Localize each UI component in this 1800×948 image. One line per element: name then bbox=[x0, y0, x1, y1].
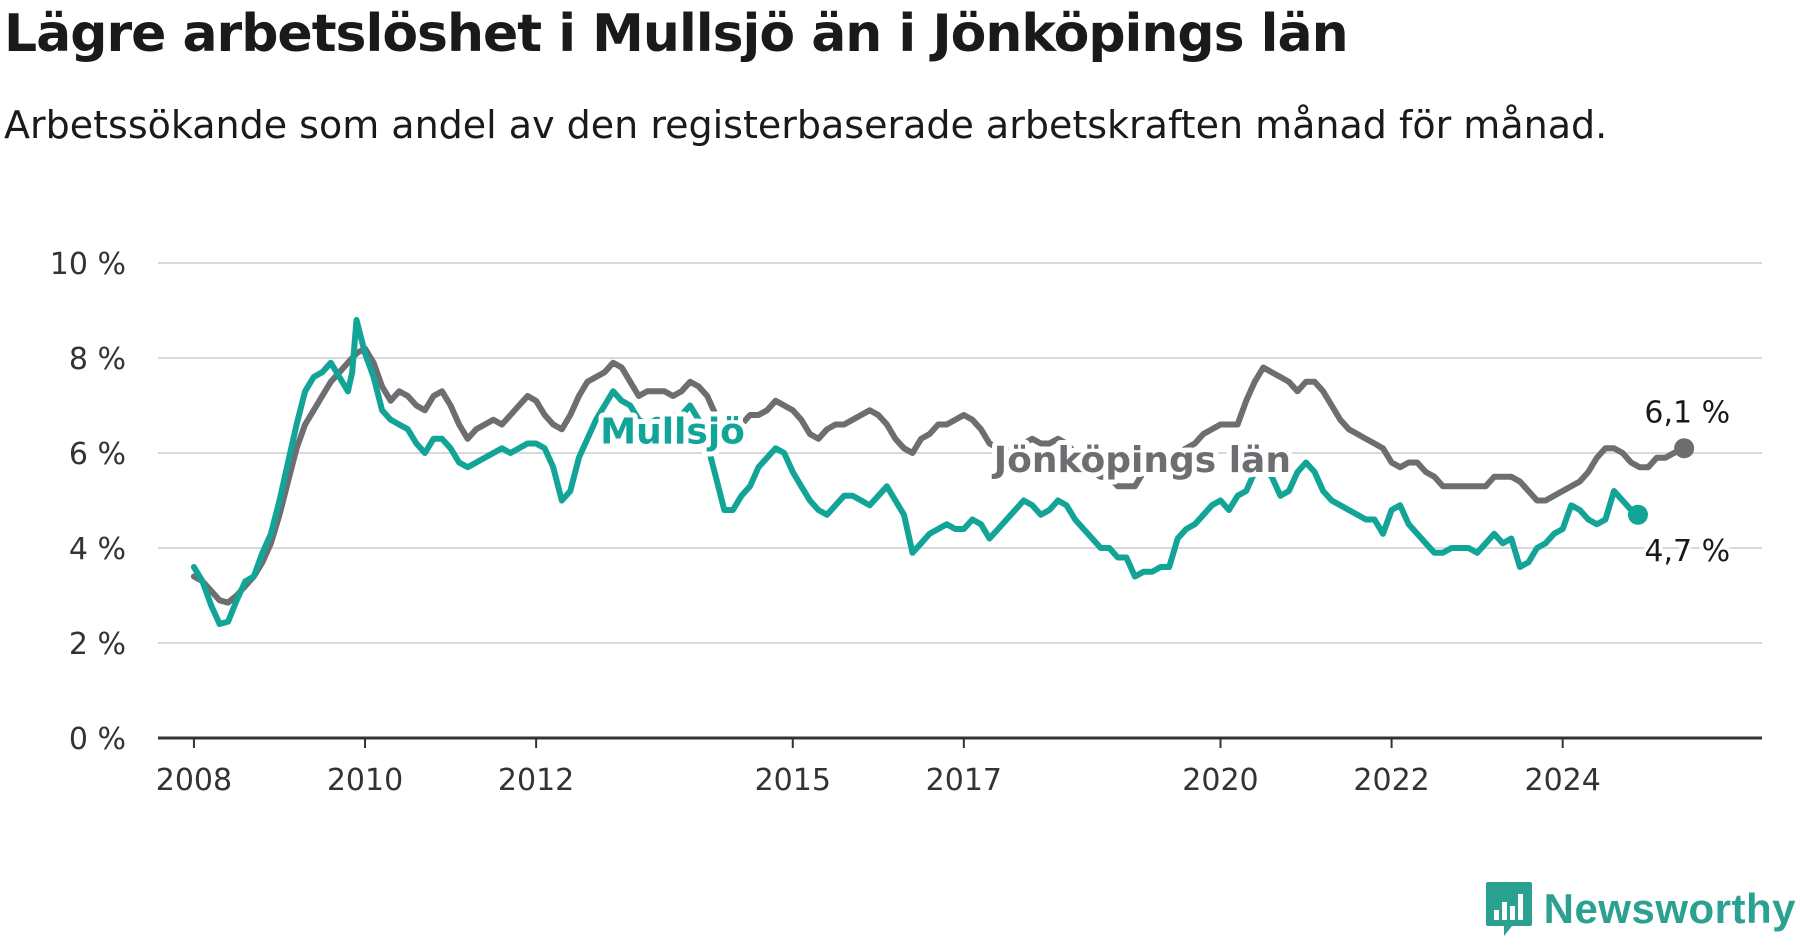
chart-title: Lägre arbetslöshet i Mullsjö än i Jönköp… bbox=[4, 4, 1349, 64]
series-endpoint-lan bbox=[1674, 438, 1695, 459]
chart-subtitle: Arbetssökande som andel av den registerb… bbox=[4, 103, 1608, 147]
y-tick-label: 4 % bbox=[69, 532, 126, 567]
brand-name: Newsworthy bbox=[1543, 885, 1796, 932]
x-tick-label: 2022 bbox=[1353, 763, 1429, 798]
series-label-lan: Jönköpings län bbox=[991, 440, 1291, 481]
gridlines bbox=[158, 262, 1762, 644]
end-label-mullsjo: 4,7 % bbox=[1644, 534, 1730, 569]
line-chart: 0 % 2 % 4 % 6 % 8 % 10 % 2008 2010 2012 2015 2017… bbox=[50, 247, 1762, 798]
series-line-lan bbox=[190, 345, 1688, 606]
x-tick-label: 2015 bbox=[755, 763, 831, 798]
x-tick-label: 2024 bbox=[1524, 763, 1600, 798]
newsworthy-logo-icon bbox=[1485, 882, 1532, 936]
x-tick-label: 2012 bbox=[498, 763, 574, 798]
x-tick-label: 2020 bbox=[1182, 763, 1258, 798]
x-axis: 2008 2010 2012 2015 2017 2020 2022 2024 bbox=[156, 736, 1762, 798]
end-label-lan: 6,1 % bbox=[1644, 395, 1730, 430]
y-tick-label: 8 % bbox=[69, 342, 126, 377]
series-lines bbox=[190, 317, 1695, 627]
series-labels: Mullsjö Jönköpings län 6,1 % 4,7 % bbox=[595, 391, 1734, 573]
series-endpoint-mullsjo bbox=[1627, 504, 1648, 525]
x-tick-label: 2008 bbox=[156, 763, 232, 798]
x-tick-label: 2010 bbox=[327, 763, 403, 798]
series-line-mullsjo bbox=[190, 317, 1641, 627]
brand: Newsworthy bbox=[1484, 880, 1796, 938]
y-tick-label: 0 % bbox=[69, 722, 126, 757]
y-tick-label: 10 % bbox=[50, 247, 126, 282]
y-axis-tick-labels: 0 % 2 % 4 % 6 % 8 % 10 % bbox=[50, 247, 126, 757]
y-tick-label: 2 % bbox=[69, 627, 126, 662]
series-label-mullsjo: Mullsjö bbox=[600, 412, 745, 453]
x-tick-label: 2017 bbox=[926, 763, 1002, 798]
y-tick-label: 6 % bbox=[69, 437, 126, 472]
